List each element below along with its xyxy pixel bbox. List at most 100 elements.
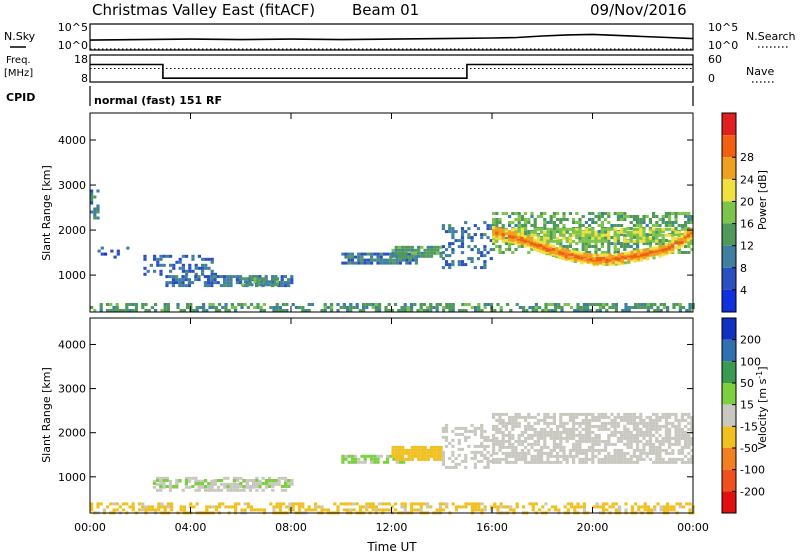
power-cell xyxy=(632,233,636,236)
power-cell xyxy=(97,249,101,253)
velocity-cell xyxy=(648,418,652,422)
velocity-cell xyxy=(441,450,445,454)
velocity-cell xyxy=(565,460,569,464)
velocity-cell xyxy=(530,436,534,440)
power-cell xyxy=(653,309,657,312)
power-trace-cell xyxy=(664,252,669,256)
colorbar-frame xyxy=(721,317,737,514)
power-cell xyxy=(371,306,375,309)
power-cell xyxy=(579,306,583,309)
velocity-cell xyxy=(438,502,442,506)
velocity-cell xyxy=(397,445,402,449)
power-cell xyxy=(184,284,188,288)
velocity-cell xyxy=(188,479,192,483)
velocity-cell xyxy=(182,505,186,509)
power-cell xyxy=(146,269,150,273)
velocity-cell xyxy=(582,502,586,506)
power-cell xyxy=(379,261,383,265)
power-cell xyxy=(572,239,576,243)
power-cell xyxy=(642,221,646,224)
power-cell xyxy=(565,245,569,248)
power-cell xyxy=(467,227,471,231)
power-cell xyxy=(376,258,380,262)
power-cell xyxy=(680,227,684,231)
velocity-cell xyxy=(600,460,604,464)
power-cell xyxy=(115,303,119,306)
power-cell xyxy=(203,275,207,279)
velocity-cell xyxy=(407,454,411,458)
velocity-cell xyxy=(680,448,684,452)
power-cell xyxy=(406,309,410,312)
power-cell xyxy=(538,306,542,309)
power-cell xyxy=(674,230,678,234)
velocity-cell xyxy=(397,448,402,452)
velocity-cell xyxy=(483,438,487,442)
velocity-cell xyxy=(464,505,468,509)
velocity-cell xyxy=(629,454,633,458)
power-cell xyxy=(604,233,608,237)
power-trace-cell xyxy=(642,254,646,258)
velocity-cell xyxy=(501,430,505,434)
velocity-cell xyxy=(554,505,558,509)
velocity-cell xyxy=(591,424,595,428)
velocity-cell xyxy=(568,448,572,452)
velocity-cell xyxy=(115,502,119,506)
velocity-cell xyxy=(610,442,614,446)
power-trace-cell xyxy=(545,250,549,254)
power-cell xyxy=(420,245,424,249)
velocity-cell xyxy=(690,427,694,431)
power-cell xyxy=(379,255,383,259)
velocity-cell xyxy=(552,445,556,449)
velocity-cell xyxy=(668,457,672,461)
velocity-cell xyxy=(495,442,499,446)
velocity-cell xyxy=(476,426,481,430)
power-trace-cell xyxy=(636,255,640,259)
velocity-cell xyxy=(662,505,666,509)
power-cell xyxy=(476,227,481,231)
power-cell xyxy=(445,306,449,309)
power-trace-cell xyxy=(514,239,518,243)
power-cell xyxy=(616,230,620,234)
power-cell xyxy=(144,309,148,312)
power-trace-cell xyxy=(561,249,565,253)
power-cell xyxy=(687,242,691,245)
velocity-cell xyxy=(572,460,576,464)
power-cell xyxy=(655,230,659,234)
velocity-cell xyxy=(514,457,518,461)
power-trace-cell xyxy=(598,256,603,260)
velocity-cell xyxy=(504,424,508,428)
power-cell xyxy=(280,275,284,279)
velocity-cell xyxy=(501,421,505,425)
velocity-cell xyxy=(677,433,681,437)
velocity-cell xyxy=(374,508,378,512)
power-trace-cell xyxy=(583,258,587,262)
velocity-cell xyxy=(495,418,499,422)
power-cell xyxy=(235,275,239,279)
power-trace-cell xyxy=(492,229,496,233)
power-cell xyxy=(655,236,659,240)
velocity-cell xyxy=(602,505,606,509)
velocity-cell xyxy=(604,415,608,419)
power-cell xyxy=(489,248,493,252)
power-cell xyxy=(451,230,455,234)
velocity-cell xyxy=(549,451,553,455)
power-cell xyxy=(278,309,282,312)
power-cell xyxy=(344,261,348,265)
power-trace-cell xyxy=(624,261,628,265)
freq-left-bottom-tick: 8 xyxy=(81,72,88,85)
velocity-cell xyxy=(454,508,458,512)
velocity-cell xyxy=(423,445,427,449)
velocity-cell xyxy=(255,479,259,482)
velocity-cell xyxy=(559,445,563,449)
power-trace-cell xyxy=(646,252,650,256)
power-cell xyxy=(398,258,402,262)
velocity-cell xyxy=(524,415,528,419)
power-cell xyxy=(365,306,369,309)
velocity-cell xyxy=(674,436,678,440)
velocity-cell xyxy=(680,415,684,419)
velocity-cell xyxy=(648,439,652,443)
y-tick-label: 1000 xyxy=(58,471,86,484)
power-cell xyxy=(370,258,374,262)
power-cell xyxy=(620,212,624,215)
power-cell xyxy=(645,224,649,227)
